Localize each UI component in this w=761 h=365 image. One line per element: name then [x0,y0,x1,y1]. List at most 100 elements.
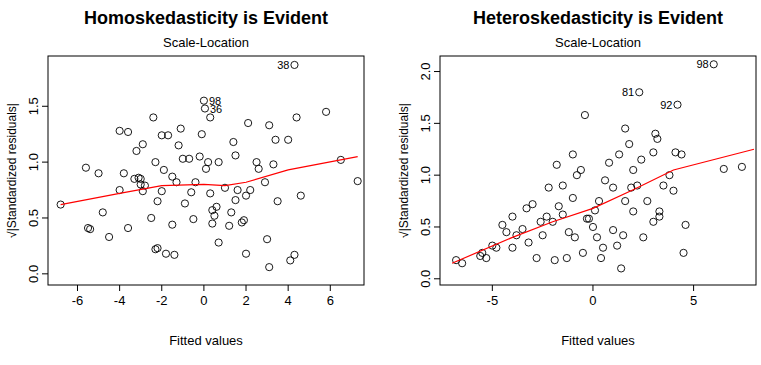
x-tick [330,285,331,291]
x-tick-label: -2 [156,293,168,308]
point [620,232,627,239]
point [154,198,161,205]
x-tick-label: -5 [487,293,499,308]
point [209,220,216,227]
point [266,264,273,271]
point [211,212,218,219]
x-tick-label: 0 [200,293,207,308]
point-label: 38 [277,59,289,71]
point [559,182,566,189]
point [354,178,361,185]
y-tick-label: 0.5 [26,209,41,227]
point-label: 98 [696,58,708,70]
point [656,213,663,220]
subtitle: Scale-Location [163,35,249,50]
x-axis-label: Fitted values [169,333,243,348]
x-tick [592,285,593,291]
x-tick-label: 2 [242,293,249,308]
point [232,197,239,204]
point [569,151,576,158]
point [228,209,235,216]
x-tick-label: 0 [589,293,596,308]
point [630,208,637,215]
data-area [452,61,754,272]
point [738,163,745,170]
point [533,254,540,261]
point [622,125,629,132]
point [573,172,580,179]
y-tick-label: 2.0 [418,63,433,81]
point [545,184,552,191]
point [190,215,197,222]
point [226,222,233,229]
point [87,226,94,233]
point [577,166,584,173]
y-tick-label: 1.0 [418,166,433,184]
point [181,200,188,207]
point [563,254,570,261]
point [139,141,146,148]
point [618,265,625,272]
point [682,221,689,228]
point [120,170,127,177]
point [160,166,167,173]
point [232,152,239,159]
point [670,187,677,194]
figure: Homoskedasticity is EvidentScale-Locatio… [0,0,761,365]
point [230,138,237,145]
point [555,203,562,210]
x-tick-label: 4 [285,293,292,308]
point [245,119,252,126]
x-tick [119,285,120,291]
point [519,225,526,232]
smoother-line [452,149,754,263]
y-tick [42,217,48,218]
point [459,260,466,267]
point [205,159,212,166]
point [585,215,592,222]
point [678,151,685,158]
subtitle: Scale-Location [555,35,641,50]
x-tick [288,285,289,291]
point [291,251,298,258]
point [605,159,612,166]
point [297,192,304,199]
chart-panel: Heteroskedasticity is EvidentScale-Locat… [397,8,756,348]
point [238,219,245,226]
point [240,217,247,224]
y-tick [434,175,440,176]
point [202,165,209,172]
point [654,135,661,142]
point [499,221,506,228]
point [720,165,727,172]
point [291,61,298,68]
y-tick-label: 0.0 [26,265,41,283]
point [207,190,214,197]
point [593,234,600,241]
x-tick [77,285,78,291]
point [266,122,273,129]
point [293,114,300,121]
point [274,198,281,205]
point [213,203,220,210]
point [553,161,560,168]
chart-panel: Homoskedasticity is EvidentScale-Locatio… [5,8,364,348]
point [650,149,657,156]
point [175,142,182,149]
point [571,234,578,241]
point [215,159,222,166]
point [537,218,544,225]
point [272,136,279,143]
point [186,155,193,162]
point [201,105,208,112]
point [579,249,586,256]
point-label: 81 [622,86,634,98]
point [509,213,516,220]
point [601,177,608,184]
point [674,101,681,108]
y-tick [434,71,440,72]
point [105,233,112,240]
plot-frame [48,56,364,285]
y-tick [42,162,48,163]
point [154,245,161,252]
